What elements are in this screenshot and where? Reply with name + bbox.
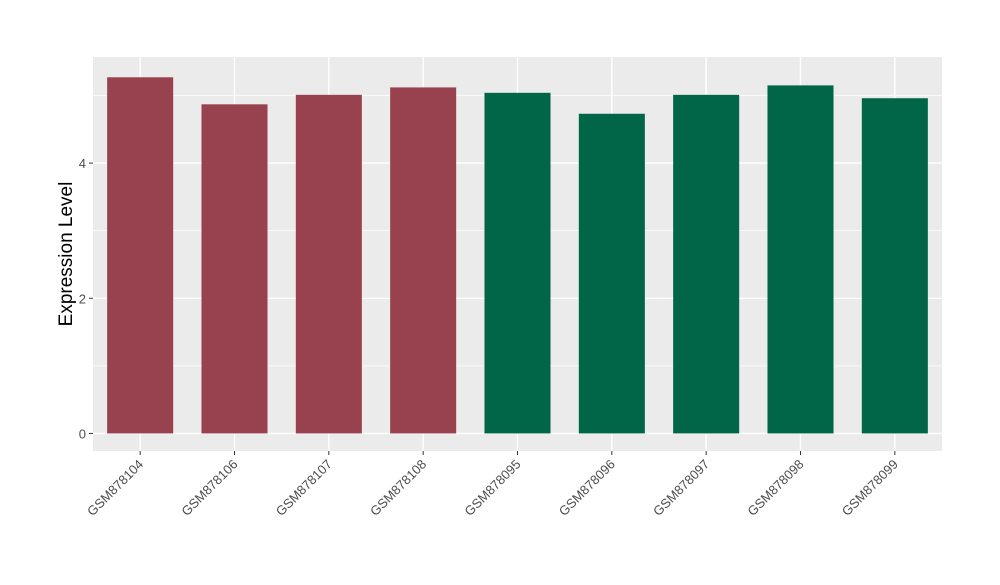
x-tick-label: GSM878104 [84,457,146,519]
y-tick-label: 0 [79,426,86,441]
x-tick-label: GSM878097 [650,457,712,519]
bar-GSM878098 [767,85,834,434]
x-tick-label: GSM878099 [839,457,901,519]
x-tick-label: GSM878098 [744,457,806,519]
bar-GSM878099 [861,98,928,434]
bar-GSM878097 [673,94,740,434]
bar-GSM878108 [390,87,457,434]
bar-GSM878095 [484,92,551,434]
x-tick-label: GSM878107 [273,457,335,519]
x-tick-label: GSM878096 [556,457,618,519]
bar-GSM878096 [578,113,645,434]
x-tick-label: GSM878106 [178,457,240,519]
y-axis-label: Expression Level [56,182,77,327]
bar-GSM878104 [107,77,174,434]
y-tick-label: 4 [79,156,86,171]
bar-GSM878106 [201,104,268,434]
bar-GSM878107 [295,94,362,434]
y-tick-label: 2 [79,291,86,306]
x-tick-label: GSM878108 [367,457,429,519]
x-tick-label: GSM878095 [461,457,523,519]
